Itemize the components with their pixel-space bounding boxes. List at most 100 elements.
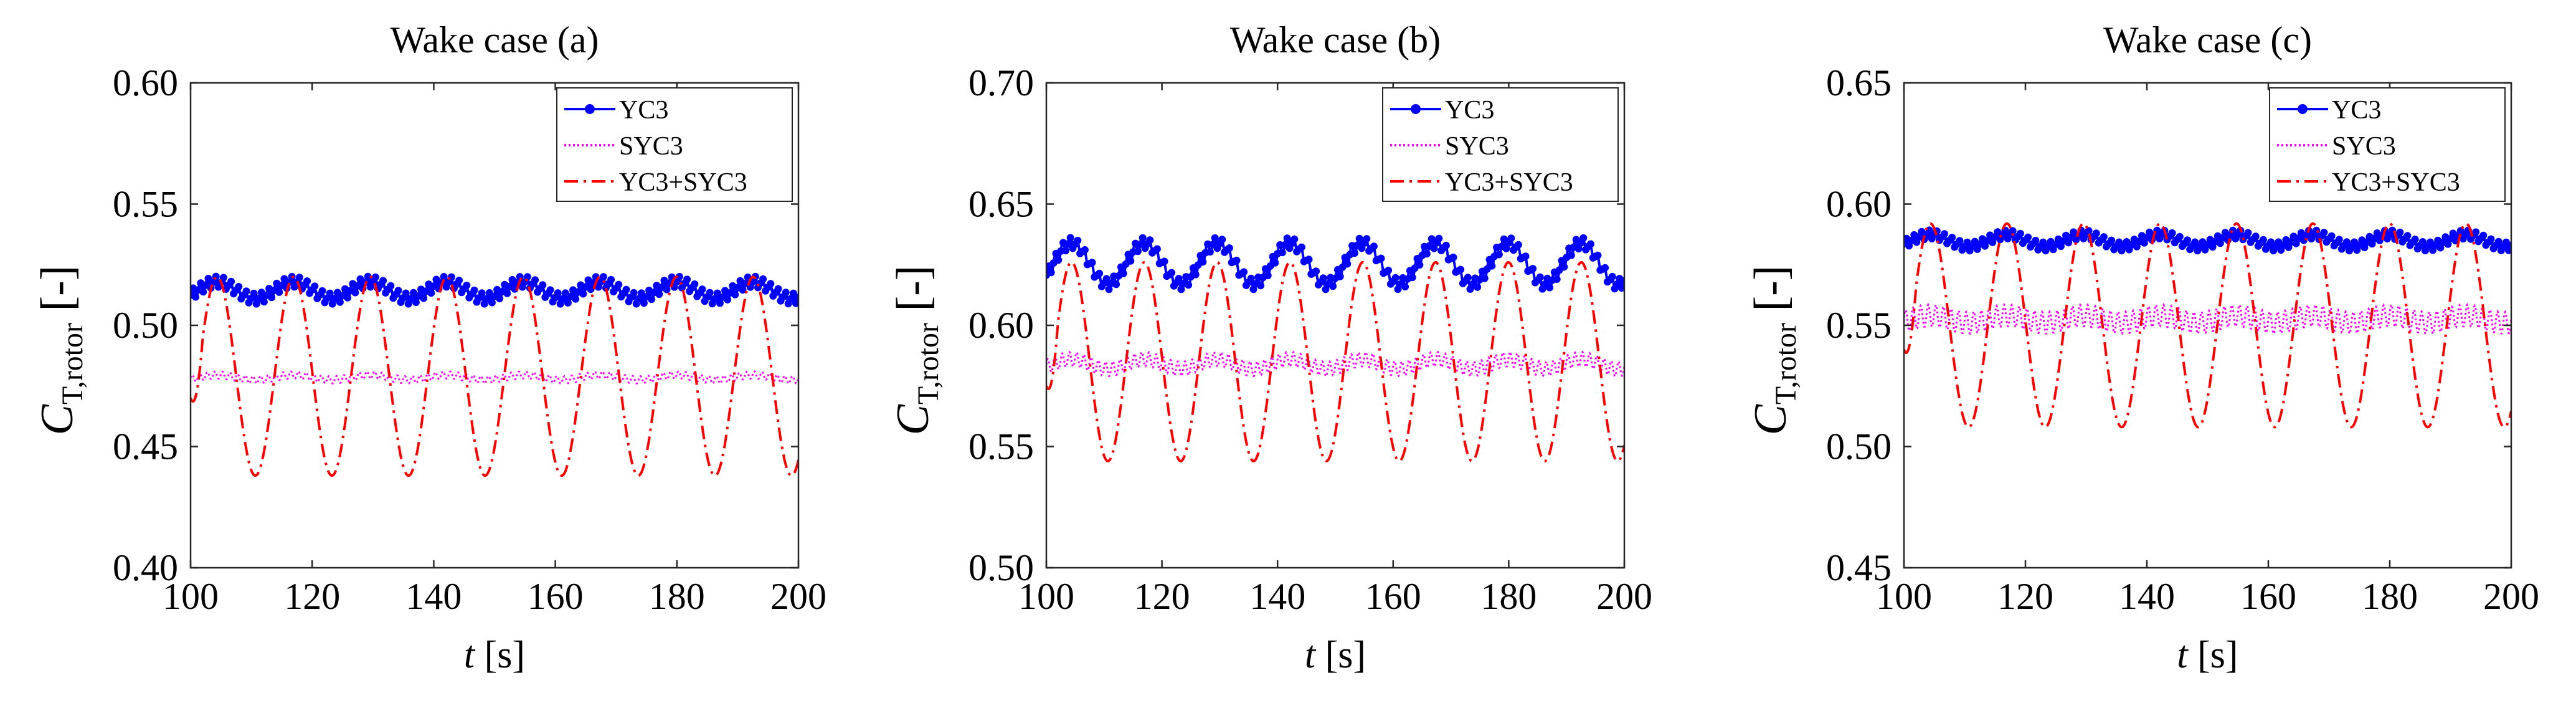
y-axis-label: CT,rotor [-]: [888, 265, 945, 436]
legend-label: SYC3: [619, 132, 683, 161]
x-tick-label: 180: [649, 576, 705, 617]
data-point: [731, 290, 739, 299]
data-point: [1088, 259, 1096, 267]
data-point: [716, 299, 724, 307]
data-point: [303, 277, 311, 285]
data-point: [1608, 272, 1616, 280]
data-point: [1423, 250, 1431, 258]
data-point: [1488, 262, 1496, 270]
y-tick-label: 0.50: [113, 305, 178, 346]
data-point: [483, 295, 491, 303]
data-point: [1495, 251, 1503, 259]
series-line-yc3-plus-syc3: [1046, 261, 1624, 462]
data-point: [759, 275, 767, 283]
data-point: [1047, 269, 1055, 277]
data-point: [724, 295, 732, 304]
data-point: [2168, 229, 2176, 237]
data-point: [2411, 236, 2419, 243]
x-axis-label: t [s]: [2177, 634, 2238, 676]
data-point: [554, 289, 562, 297]
data-point: [219, 274, 227, 282]
data-point: [407, 294, 415, 302]
series-line-yc3-plus-syc3: [1904, 222, 2511, 429]
data-point: [1586, 240, 1594, 248]
data-point: [706, 289, 714, 297]
data-point: [789, 289, 797, 297]
x-tick-label: 200: [2483, 576, 2539, 617]
data-point: [371, 273, 379, 281]
data-point: [1329, 282, 1337, 290]
data-point: [1233, 256, 1241, 264]
data-point: [242, 287, 250, 295]
legend-label: YC3: [2332, 96, 2381, 125]
data-point: [2267, 238, 2275, 246]
y-tick-label: 0.55: [1826, 305, 1892, 346]
legend: YC3 SYC3 YC3+SYC3: [556, 87, 793, 202]
data-point: [1579, 234, 1588, 242]
data-point: [1211, 234, 1219, 242]
data-point: [311, 282, 319, 290]
data-point: [235, 283, 243, 290]
data-point: [1377, 254, 1385, 262]
y-tick-label: 0.55: [968, 426, 1034, 467]
data-point: [698, 285, 706, 294]
data-point: [2115, 238, 2123, 246]
data-point: [344, 294, 352, 302]
data-point: [1271, 259, 1279, 267]
data-point: [1081, 246, 1089, 254]
data-point: [2472, 228, 2480, 236]
data-point: [2403, 232, 2412, 240]
series-line-syc3: [191, 370, 798, 385]
data-point: [1168, 269, 1176, 277]
data-point: [1408, 274, 1416, 282]
data-point: [455, 276, 463, 284]
legend-label: YC3+SYC3: [2332, 168, 2460, 197]
legend-label: YC3: [619, 96, 668, 125]
data-point: [587, 285, 595, 294]
data-point: [2191, 238, 2199, 246]
x-tick-label: 100: [163, 576, 219, 617]
series-line-syc3: [1046, 350, 1624, 378]
y-tick-label: 0.65: [968, 184, 1034, 225]
data-point: [1385, 266, 1393, 274]
data-point: [440, 273, 448, 280]
x-tick-label: 160: [1365, 576, 1421, 617]
data-point: [1064, 240, 1072, 248]
y-tick-label: 0.60: [968, 305, 1034, 346]
data-point: [1139, 234, 1147, 242]
data-point: [572, 295, 580, 303]
y-tick-label: 0.65: [1826, 62, 1892, 103]
data-point: [1206, 248, 1214, 256]
data-point: [1464, 274, 1472, 282]
chart-panel-c: Wake case (c) 100 120 140 160 180 200 0.45 0.50 0…: [1745, 19, 2539, 676]
data-point: [1240, 268, 1248, 276]
data-point: [1054, 256, 1063, 264]
data-point: [351, 289, 359, 297]
legend-marker: [1411, 104, 1421, 114]
data-point: [767, 280, 775, 288]
data-point: [739, 286, 747, 294]
data-point: [615, 280, 623, 289]
data-point: [1312, 267, 1320, 275]
data-point: [774, 285, 782, 293]
data-point: [1442, 241, 1450, 249]
data-point: [1350, 249, 1358, 257]
data-point: [792, 299, 798, 307]
data-point: [1502, 244, 1510, 252]
data-point: [1343, 260, 1352, 268]
data-point: [1061, 247, 1069, 255]
data-point: [252, 300, 260, 308]
data-point: [648, 295, 656, 304]
series-markers-yc3: [191, 272, 798, 308]
data-point: [1363, 235, 1371, 243]
y-tick-label: 0.50: [968, 547, 1034, 588]
data-point: [1127, 257, 1135, 265]
x-axis-label: t [s]: [1305, 634, 1366, 676]
data-point: [1153, 245, 1161, 253]
data-point: [559, 295, 567, 303]
x-tick-label: 120: [1134, 576, 1190, 617]
data-point: [1601, 264, 1609, 272]
x-tick-label: 100: [1876, 576, 1932, 617]
data-point: [336, 298, 344, 306]
